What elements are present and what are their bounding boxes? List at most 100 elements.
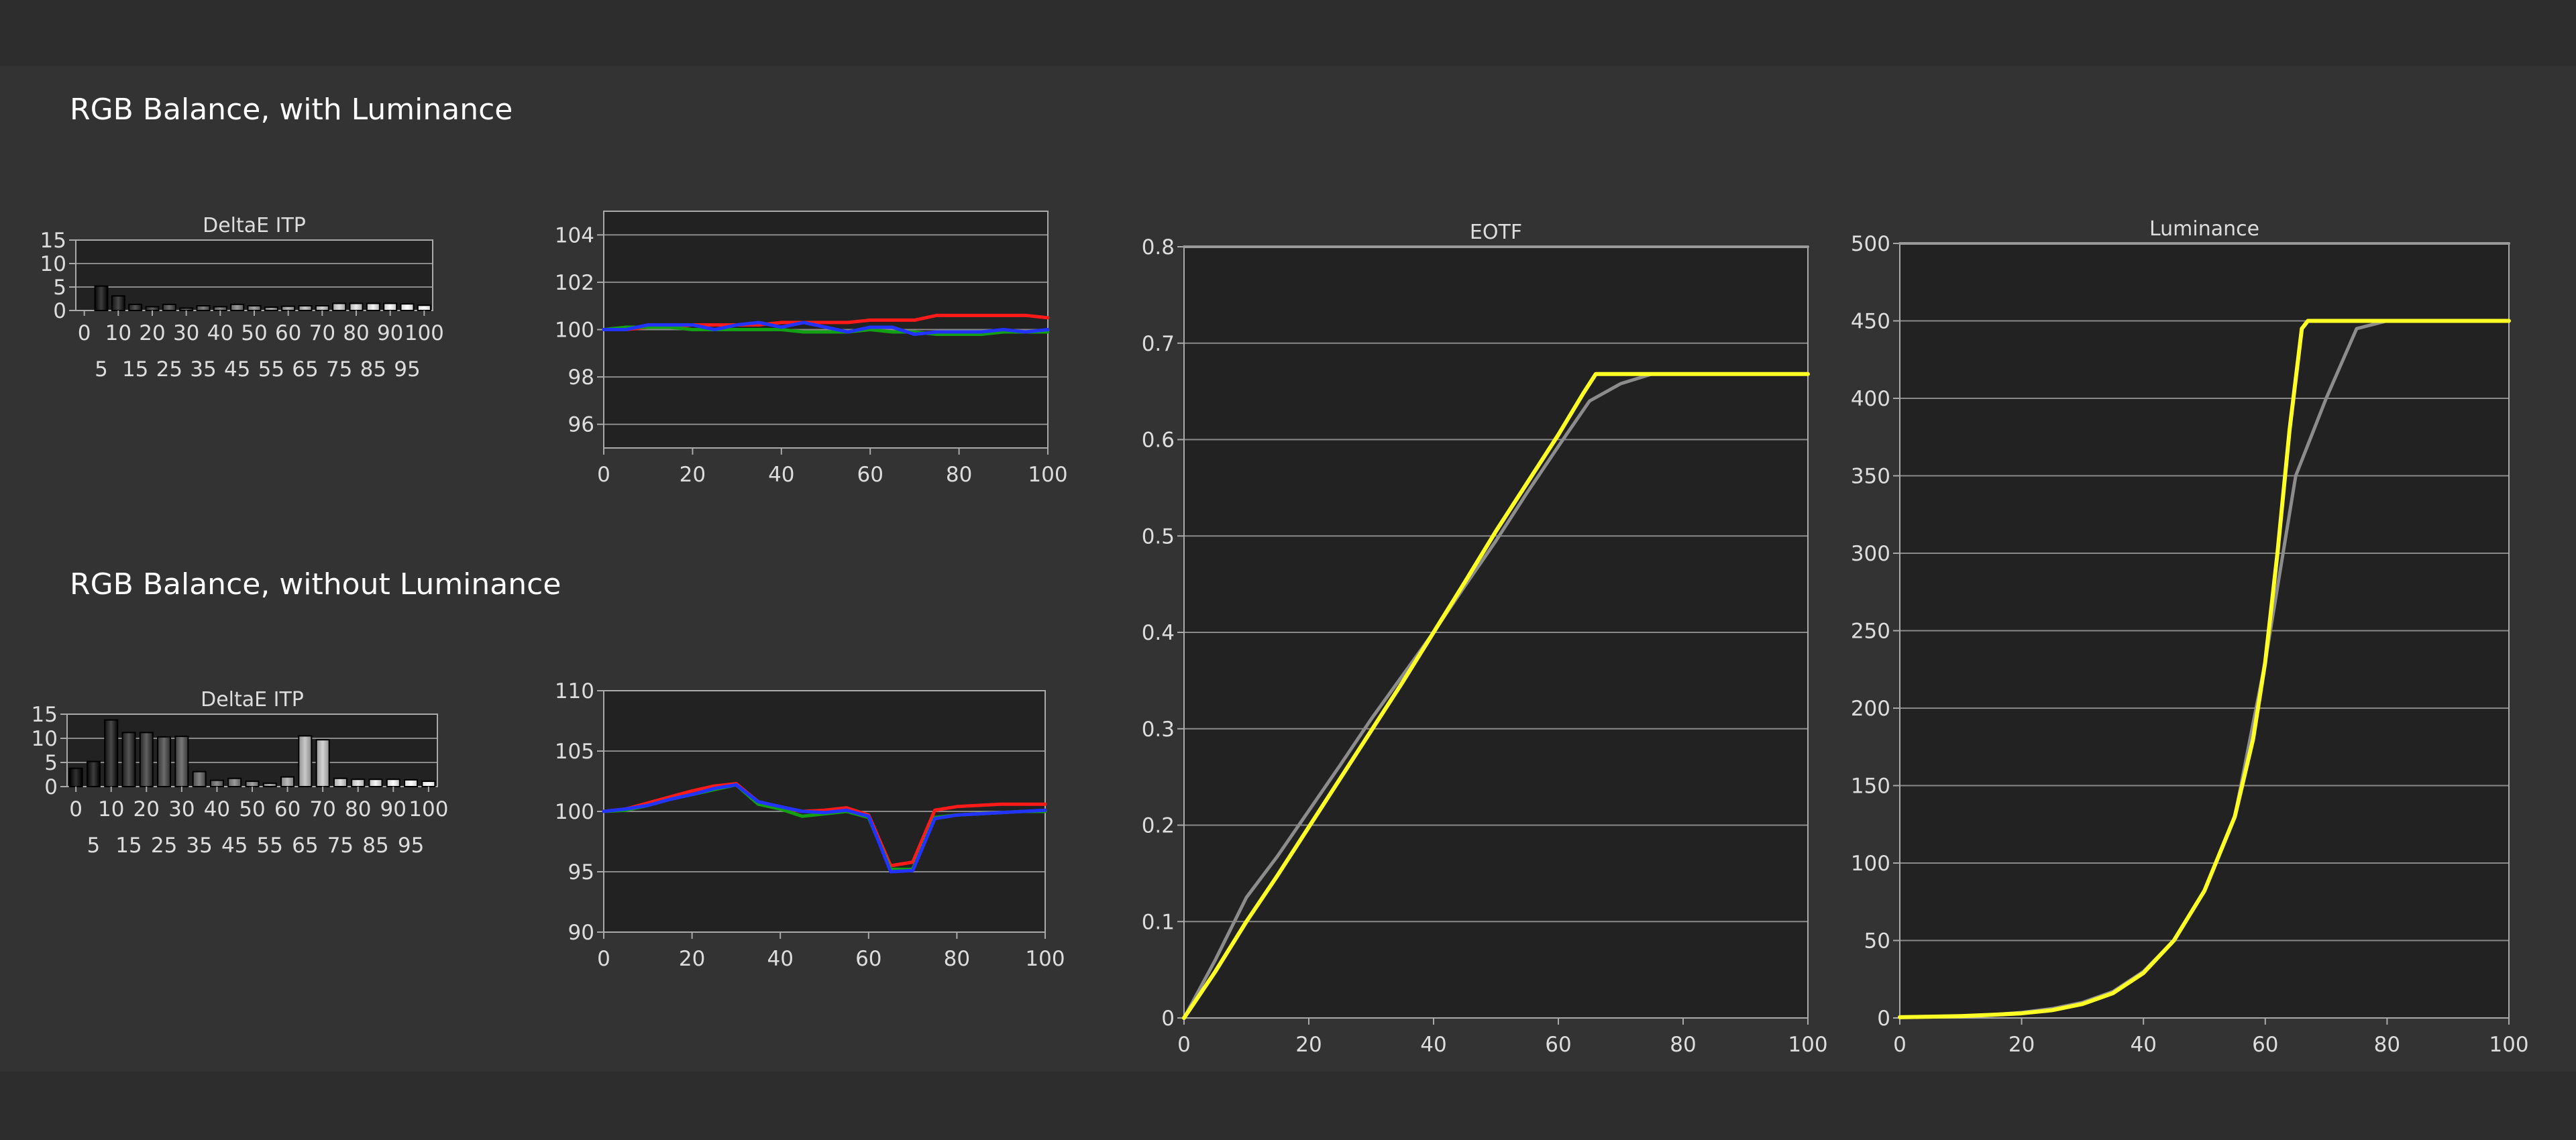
series-line-yellow bbox=[1898, 319, 2511, 1019]
x-tick-label: 60 bbox=[857, 463, 883, 487]
chart-title: Luminance bbox=[2149, 217, 2259, 241]
y-tick-label: 15 bbox=[32, 703, 58, 727]
series-line-yellow bbox=[1182, 372, 1810, 1020]
x-tick-label: 40 bbox=[2130, 1033, 2156, 1057]
bar bbox=[315, 739, 330, 787]
x-tick-label: 80 bbox=[1670, 1033, 1696, 1057]
chart-title: DeltaE ITP bbox=[201, 688, 304, 711]
x-tick-label: 100 bbox=[1025, 947, 1065, 971]
x-tick-label: 85 bbox=[362, 834, 388, 858]
bar bbox=[280, 776, 295, 788]
y-tick-label: 10 bbox=[32, 727, 58, 751]
y-tick-label: 0.5 bbox=[1142, 524, 1175, 549]
x-tick-label: 5 bbox=[95, 357, 108, 382]
x-tick-label: 55 bbox=[258, 357, 284, 382]
bar bbox=[421, 781, 436, 788]
bar bbox=[245, 781, 260, 788]
x-tick-label: 80 bbox=[2374, 1033, 2400, 1057]
y-tick-label: 0 bbox=[1161, 1007, 1175, 1031]
bar bbox=[298, 305, 313, 311]
rgb-balance-with-chart: 96 98 100 102 104 0 20 40 60 80 100 bbox=[555, 211, 1068, 487]
x-tick-label: 20 bbox=[133, 797, 160, 821]
bar bbox=[179, 307, 194, 311]
bar bbox=[86, 760, 101, 787]
y-tick-label: 104 bbox=[555, 223, 594, 247]
bar bbox=[404, 779, 419, 787]
x-tick-label: 50 bbox=[241, 321, 267, 345]
bar bbox=[157, 736, 172, 787]
y-tick-label: 0.1 bbox=[1142, 910, 1175, 934]
x-tick-label: 100 bbox=[1028, 463, 1067, 487]
y-tick-label: 96 bbox=[568, 413, 594, 437]
x-tick-label: 40 bbox=[767, 947, 793, 971]
x-tick-label: 40 bbox=[207, 321, 233, 345]
x-tick-label: 40 bbox=[1420, 1033, 1446, 1057]
plot-area bbox=[76, 240, 433, 310]
bar bbox=[417, 304, 431, 312]
x-tick-label: 60 bbox=[2252, 1033, 2278, 1057]
bar bbox=[333, 777, 347, 787]
section-title-with-luminance: RGB Balance, with Luminance bbox=[70, 93, 513, 127]
x-tick-label: 100 bbox=[2489, 1033, 2528, 1057]
chart-title: EOTF bbox=[1470, 221, 1522, 244]
y-tick-label: 0 bbox=[44, 775, 58, 799]
y-tick-label: 5 bbox=[44, 751, 58, 775]
y-tick-label: 0.2 bbox=[1142, 814, 1175, 838]
y-tick-label: 100 bbox=[555, 319, 594, 343]
bar bbox=[298, 735, 313, 787]
bar bbox=[247, 305, 262, 311]
x-tick-label: 75 bbox=[326, 357, 352, 382]
x-tick-label: 90 bbox=[380, 797, 407, 821]
x-tick-label: 70 bbox=[309, 797, 335, 821]
series-line-blue bbox=[602, 783, 1047, 874]
report-panel: RGB Balance, with Luminance RGB Balance,… bbox=[0, 66, 2576, 1072]
x-tick-label: 0 bbox=[69, 797, 83, 821]
bar bbox=[400, 303, 415, 311]
x-tick-label: 80 bbox=[343, 321, 369, 345]
x-tick-label: 45 bbox=[224, 357, 250, 382]
bar bbox=[383, 302, 398, 311]
bar bbox=[209, 779, 224, 787]
y-tick-label: 0 bbox=[1877, 1007, 1890, 1031]
y-tick-label: 250 bbox=[1851, 620, 1890, 644]
x-tick-label: 45 bbox=[221, 834, 248, 858]
y-tick-label: 10 bbox=[40, 252, 66, 276]
rgb-balance-without-chart: 90 95 100 105 110 0 20 40 60 80 100 bbox=[555, 679, 1065, 971]
bar bbox=[315, 305, 329, 311]
x-tick-label: 20 bbox=[2008, 1033, 2035, 1057]
x-tick-label: 0 bbox=[1893, 1033, 1907, 1057]
y-tick-label: 200 bbox=[1851, 697, 1890, 721]
x-tick-label: 20 bbox=[1295, 1033, 1322, 1057]
y-tick-label: 0.7 bbox=[1142, 332, 1175, 356]
y-tick-label: 110 bbox=[555, 679, 594, 703]
x-tick-label: 35 bbox=[186, 834, 212, 858]
bar bbox=[262, 782, 277, 787]
series-line-green bbox=[602, 325, 1050, 337]
x-tick-label: 100 bbox=[405, 321, 444, 345]
y-tick-label: 400 bbox=[1851, 387, 1890, 411]
bar bbox=[139, 732, 154, 787]
y-tick-label: 50 bbox=[1864, 929, 1890, 954]
y-tick-label: 500 bbox=[1851, 232, 1890, 256]
x-tick-label: 15 bbox=[115, 834, 142, 858]
bar bbox=[227, 777, 242, 787]
y-tick-label: 102 bbox=[555, 271, 594, 295]
y-tick-label: 0.6 bbox=[1142, 429, 1175, 453]
series-line-blue bbox=[602, 321, 1050, 337]
y-tick-label: 0.3 bbox=[1142, 718, 1175, 742]
x-tick-label: 20 bbox=[139, 321, 165, 345]
x-tick-label: 50 bbox=[239, 797, 265, 821]
x-tick-label: 5 bbox=[87, 834, 101, 858]
series-line-red bbox=[602, 782, 1047, 868]
x-tick-label: 35 bbox=[190, 357, 216, 382]
x-tick-label: 60 bbox=[275, 321, 301, 345]
bar bbox=[162, 303, 176, 311]
x-tick-label: 30 bbox=[173, 321, 199, 345]
y-tick-label: 95 bbox=[568, 860, 594, 885]
x-tick-label: 95 bbox=[398, 834, 424, 858]
x-tick-label: 80 bbox=[345, 797, 371, 821]
x-tick-label: 60 bbox=[855, 947, 881, 971]
x-tick-label: 10 bbox=[105, 321, 131, 345]
x-tick-label: 30 bbox=[168, 797, 195, 821]
